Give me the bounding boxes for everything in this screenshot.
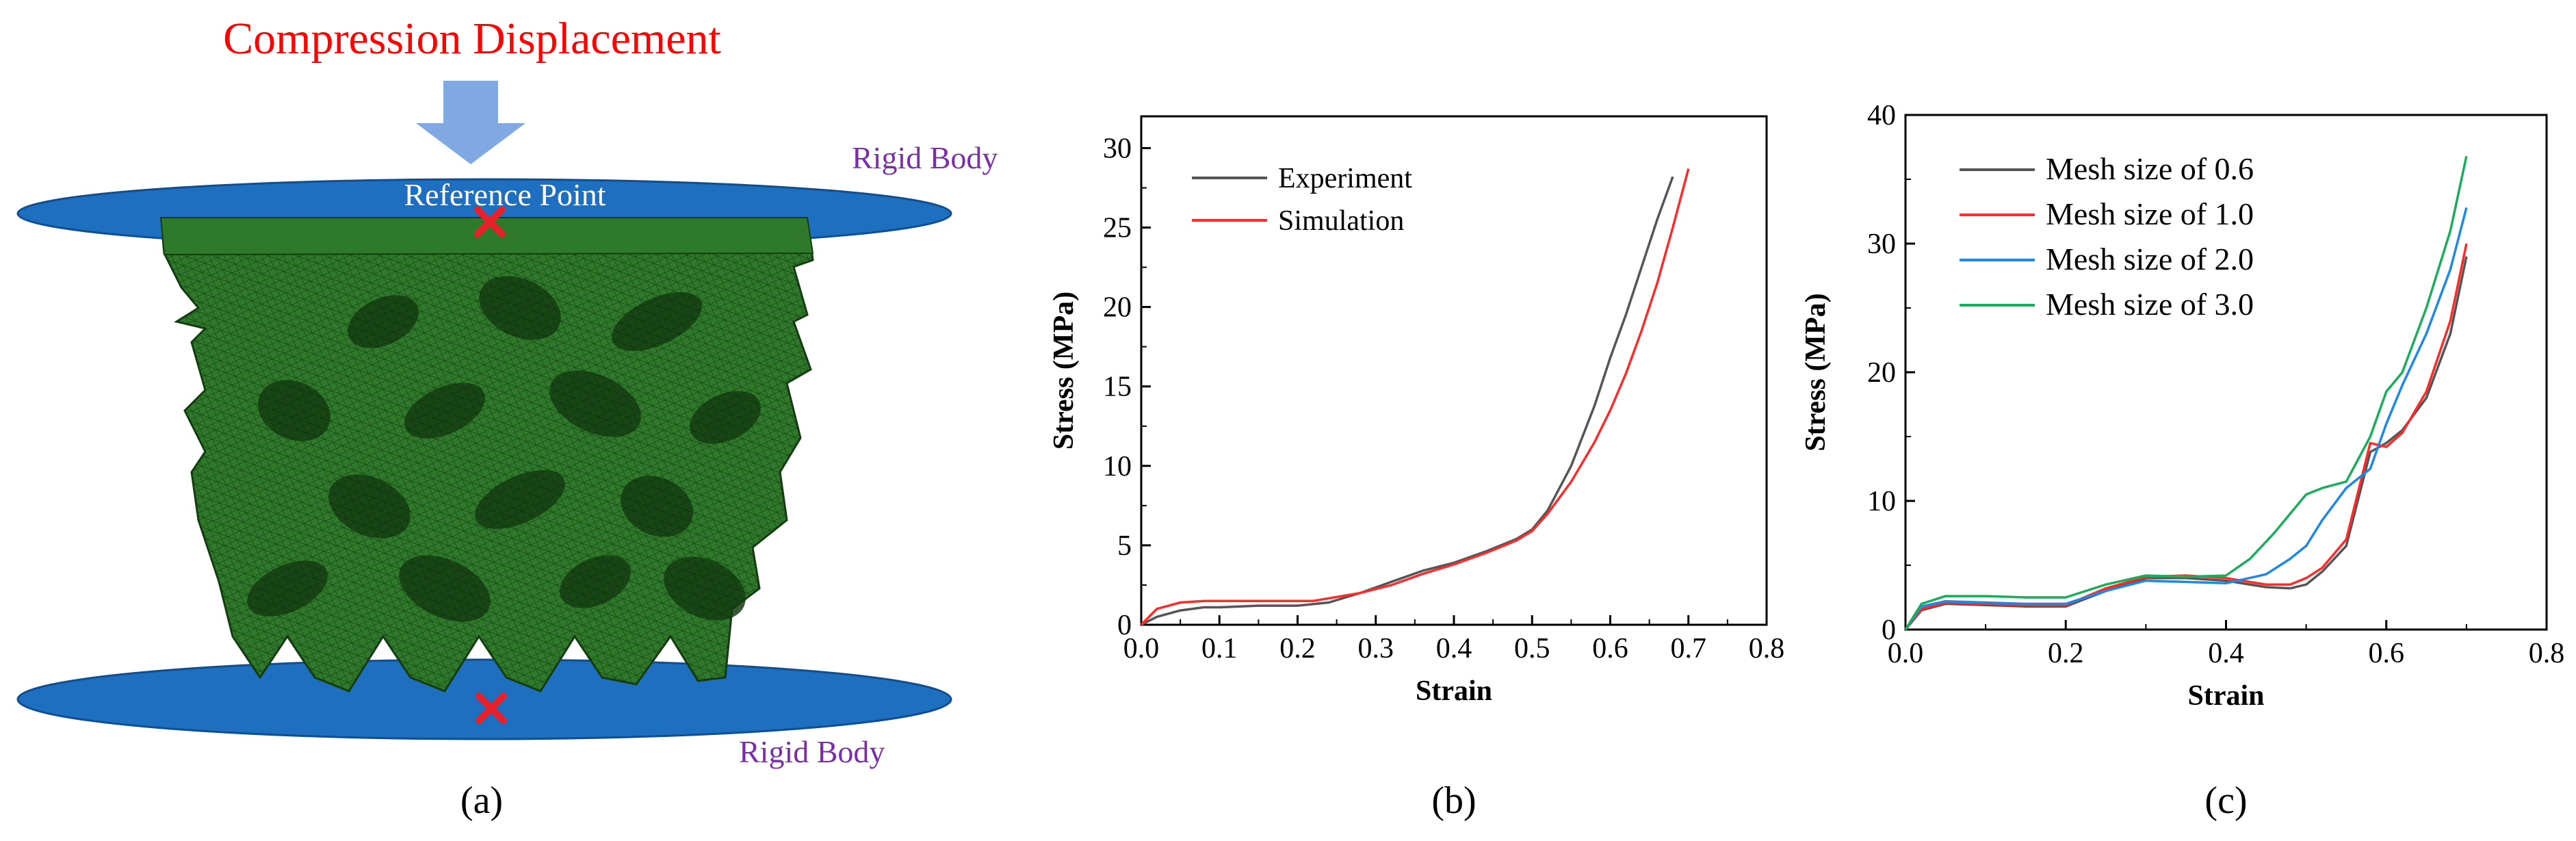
x-tick-label: 0.2: [1279, 633, 1316, 664]
bottom-reference-marker-icon: [476, 693, 507, 724]
legend-label-1: Experiment: [1278, 163, 1412, 194]
legend-label-1: Mesh size of 0.6: [2046, 151, 2254, 186]
x-tick-label: 0.6: [1592, 633, 1628, 664]
x-tick-label: 0.7: [1671, 633, 1707, 664]
plot-frame: [1140, 115, 1768, 626]
x-tick-label: 0.0: [1888, 638, 1924, 669]
y-tick-label: 10: [1103, 451, 1132, 482]
x-axis-label: Strain: [1416, 675, 1492, 707]
legend-label-2: Mesh size of 1.0: [2046, 196, 2254, 231]
series-line-1: [1141, 176, 1674, 626]
panel-label: (b): [1431, 779, 1476, 822]
compression-displacement-title: Compression Displacement: [223, 14, 721, 64]
panel-label: (c): [2204, 779, 2247, 822]
y-tick-label: 15: [1103, 372, 1132, 403]
x-axis-label: Strain: [2187, 680, 2264, 712]
y-axis-label: Stress (MPa): [1800, 293, 1832, 451]
x-tick-label: 0.8: [2529, 638, 2565, 669]
x-tick-label: 0.3: [1358, 633, 1394, 664]
series-line-2: [1904, 243, 2468, 631]
y-tick-label: 20: [1103, 292, 1132, 324]
y-tick-label: 20: [1867, 357, 1896, 389]
x-tick-label: 0.6: [2369, 638, 2405, 669]
y-tick-label: 25: [1103, 213, 1132, 244]
plot-frame: [1904, 114, 2548, 631]
y-tick-label: 0: [1882, 614, 1896, 646]
down-arrow-icon: [416, 81, 525, 164]
x-tick-label: 0.2: [2048, 638, 2084, 669]
reference-point-label: Reference Point: [404, 177, 606, 212]
series-line-2: [1140, 168, 1690, 626]
y-axis-label: Stress (MPa): [1048, 292, 1080, 450]
panel-a-label: (a): [460, 779, 503, 822]
bottom-rigid-body-label: Rigid Body: [739, 734, 885, 769]
reference-point-marker-icon: [474, 206, 506, 237]
y-tick-label: 40: [1867, 100, 1896, 131]
chart-b: 0.0 0.1 0.2 0.3 0.4 0.5 0.6 0.7 0.8 0 5 10 15 20 25 30 S…: [1048, 115, 1785, 822]
series-line-1: [1904, 256, 2468, 631]
legend-label-2: Simulation: [1278, 205, 1404, 237]
x-tick-label: 0.4: [1436, 633, 1472, 664]
y-tick-label: 30: [1867, 229, 1896, 260]
gyroid-lattice-specimen: [159, 216, 814, 693]
y-tick-label: 30: [1103, 133, 1132, 164]
y-tick-label: 5: [1117, 530, 1132, 562]
top-rigid-body-label: Rigid Body: [852, 140, 998, 175]
series-line-3: [1904, 207, 2468, 630]
x-tick-label: 0.0: [1123, 633, 1160, 664]
panel-a: Compression Displacement Reference Point…: [16, 14, 998, 822]
x-tick-label: 0.4: [2208, 638, 2244, 669]
y-tick-label: 0: [1117, 610, 1132, 641]
x-tick-label: 0.8: [1749, 633, 1785, 664]
y-tick-label: 10: [1867, 486, 1896, 517]
lattice-top-face: [159, 217, 814, 256]
chart-c: 0.0 0.2 0.4 0.6 0.8 0 10 20 30 40 Strain Stress (MP…: [1800, 100, 2564, 822]
x-tick-label: 0.1: [1201, 633, 1238, 664]
series-line-4: [1904, 155, 2468, 630]
x-tick-label: 0.5: [1514, 633, 1550, 664]
legend-label-4: Mesh size of 3.0: [2046, 287, 2254, 322]
legend-label-3: Mesh size of 2.0: [2046, 242, 2254, 276]
